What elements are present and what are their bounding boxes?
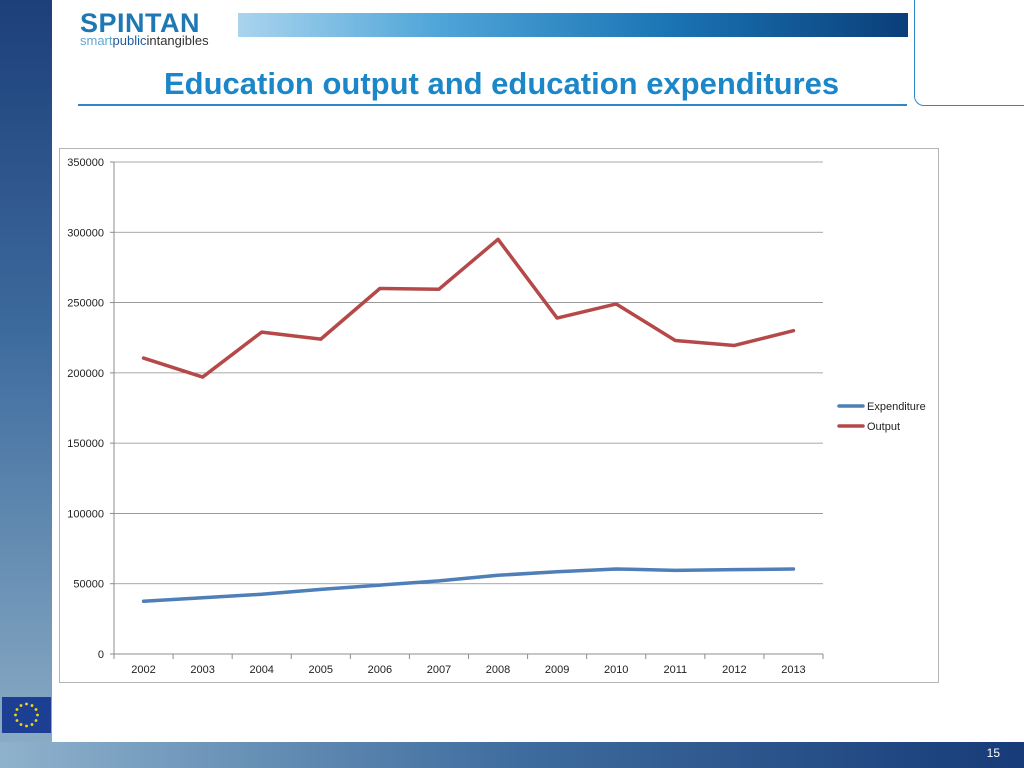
data-point-expenditure xyxy=(260,592,264,596)
y-tick-label: 50000 xyxy=(73,579,104,591)
data-point-output xyxy=(437,287,441,291)
header-corner-frame xyxy=(914,0,1024,106)
x-tick-label: 2009 xyxy=(545,664,569,676)
x-tick-label: 2003 xyxy=(190,664,214,676)
slide-title: Education output and education expenditu… xyxy=(164,66,840,101)
y-tick-label: 0 xyxy=(98,649,104,661)
y-tick-label: 200000 xyxy=(67,368,104,380)
data-point-expenditure xyxy=(201,596,205,600)
data-point-output xyxy=(319,337,323,341)
data-point-output xyxy=(260,330,264,334)
x-tick-label: 2012 xyxy=(722,664,746,676)
logo-tagline-smart: smart xyxy=(80,33,113,48)
data-point-output xyxy=(732,343,736,347)
y-tick-label: 100000 xyxy=(67,508,104,520)
left-decorative-band xyxy=(0,0,52,742)
data-point-expenditure xyxy=(496,573,500,577)
x-tick-label: 2007 xyxy=(427,664,451,676)
data-point-output xyxy=(496,237,500,241)
data-point-expenditure xyxy=(732,568,736,572)
data-point-output xyxy=(201,375,205,379)
data-point-output xyxy=(555,316,559,320)
x-tick-label: 2011 xyxy=(663,664,687,676)
chart-frame xyxy=(59,148,939,683)
header-gradient-bar xyxy=(238,13,908,37)
x-tick-label: 2008 xyxy=(486,664,510,676)
data-point-expenditure xyxy=(791,567,795,571)
data-point-expenditure xyxy=(142,599,146,603)
series-line-expenditure xyxy=(141,567,796,604)
x-tick-label: 2002 xyxy=(131,664,155,676)
x-tick-label: 2010 xyxy=(604,664,628,676)
data-point-expenditure xyxy=(673,568,677,572)
data-point-expenditure xyxy=(614,567,618,571)
x-tick-label: 2006 xyxy=(368,664,392,676)
y-tick-label: 350000 xyxy=(67,157,104,169)
logo-tagline-public: public xyxy=(112,33,147,48)
data-point-expenditure xyxy=(378,583,382,587)
y-tick-label: 250000 xyxy=(67,298,104,310)
data-point-expenditure xyxy=(555,570,559,574)
data-point-output xyxy=(614,302,618,306)
legend-label-output: Output xyxy=(867,421,900,433)
logo-wordmark: SPINTAN xyxy=(80,8,201,38)
x-tick-label: 2005 xyxy=(309,664,333,676)
data-point-output xyxy=(673,339,677,343)
logo-tagline-intangibles: intangibles xyxy=(146,33,209,48)
data-point-expenditure xyxy=(319,587,323,591)
logo-tagline: smartpublicintangibles xyxy=(80,34,209,48)
x-tick-label: 2004 xyxy=(249,664,273,676)
y-tick-label: 150000 xyxy=(67,438,104,450)
series-line-output xyxy=(141,237,796,379)
spintan-logo: SPINTAN smartpublicintangibles xyxy=(80,10,230,50)
footer-band xyxy=(0,742,1024,768)
title-underline xyxy=(78,104,907,106)
data-point-output xyxy=(791,329,795,333)
page-number: 15 xyxy=(986,746,1000,760)
legend-label-expenditure: Expenditure xyxy=(867,401,926,413)
eu-flag-icon xyxy=(2,697,51,733)
x-tick-label: 2013 xyxy=(781,664,805,676)
y-tick-label: 300000 xyxy=(67,227,104,239)
data-point-output xyxy=(142,356,146,360)
data-point-output xyxy=(378,287,382,291)
line-chart: 0 50000 100000 150000 200000 250000 300000 3500… xyxy=(67,157,926,676)
data-point-expenditure xyxy=(437,579,441,583)
